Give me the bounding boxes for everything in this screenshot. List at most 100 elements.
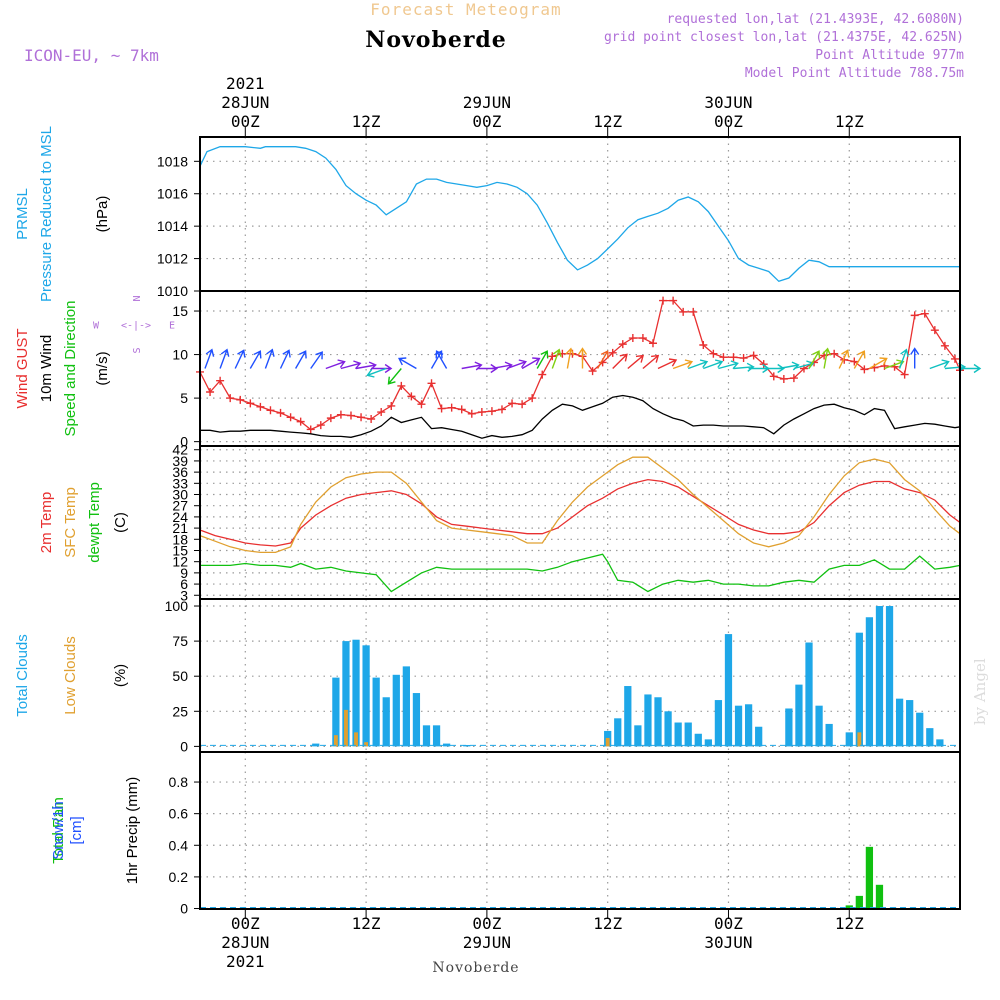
y-tick-label: 15 bbox=[172, 542, 188, 558]
panel-label: Pressure Reduced to MSL bbox=[38, 126, 55, 302]
y-tick-label: 1018 bbox=[157, 153, 188, 169]
gust-marker bbox=[830, 349, 839, 358]
compass-south: S bbox=[132, 347, 143, 353]
wind-direction-arrow bbox=[612, 353, 628, 369]
panel-label: Speed and Direction bbox=[62, 301, 79, 437]
panel-frame bbox=[199, 445, 961, 600]
panel-frame bbox=[199, 751, 961, 910]
gust-marker bbox=[628, 334, 637, 343]
y-tick-label: 33 bbox=[172, 475, 188, 491]
y-tick-label: 3 bbox=[180, 587, 188, 603]
time-label: 29JUN bbox=[463, 933, 511, 952]
gust-marker bbox=[518, 400, 527, 409]
watermark: by Angel bbox=[971, 658, 989, 725]
wind-direction-arrow bbox=[910, 347, 920, 369]
gust-marker bbox=[538, 370, 547, 379]
bar-total-clouds bbox=[724, 634, 733, 747]
wind-direction-arrow bbox=[398, 357, 417, 370]
series-line-dewpt-temp bbox=[200, 553, 961, 593]
bar-low-clouds bbox=[857, 732, 862, 747]
time-label: 00Z bbox=[472, 112, 501, 131]
compass-legend: N S W <-|-> E bbox=[93, 295, 175, 353]
bar-total-clouds bbox=[332, 677, 340, 747]
gust-marker bbox=[357, 413, 366, 422]
gust-marker bbox=[437, 404, 446, 413]
bar-total-clouds bbox=[402, 666, 410, 747]
y-tick-label: 1012 bbox=[157, 251, 188, 267]
y-tick-label: 75 bbox=[172, 633, 188, 649]
wind-direction-arrow bbox=[340, 360, 362, 370]
gust-marker bbox=[216, 376, 225, 385]
wind-direction-arrow bbox=[551, 348, 562, 369]
y-tick-label: 9 bbox=[180, 565, 188, 581]
bar-total-clouds bbox=[714, 700, 723, 747]
y-tick-label: 27 bbox=[172, 498, 188, 514]
y-tick-label: 21 bbox=[172, 520, 188, 536]
time-label: 00Z bbox=[472, 914, 501, 933]
time-label: 28JUN bbox=[221, 93, 269, 112]
panel-frame bbox=[199, 290, 961, 447]
gust-marker bbox=[900, 370, 909, 379]
bar-total-clouds bbox=[694, 733, 702, 747]
panel-label: Total Clouds bbox=[14, 634, 31, 717]
compass-north: N bbox=[132, 295, 143, 301]
bar-total-clouds bbox=[795, 684, 803, 747]
gust-marker bbox=[397, 381, 406, 390]
wind-direction-arrow bbox=[596, 350, 609, 369]
wind-panel: 0 5 10 15 Wind GUST 10m Wind Speed and Directi… bbox=[14, 290, 982, 450]
gust-marker bbox=[487, 407, 496, 416]
wind-direction-arrow bbox=[565, 347, 575, 369]
wind-direction-arrow bbox=[718, 360, 739, 370]
wind-direction-arrow bbox=[204, 348, 215, 369]
gridpoint-coords: grid point closest lon,lat (21.4375E, 42… bbox=[604, 30, 964, 45]
wind-direction-arrow bbox=[506, 359, 527, 370]
series-line-2m-temp bbox=[199, 478, 961, 547]
gust-marker bbox=[326, 414, 335, 423]
panel-label: PRMSL bbox=[14, 188, 31, 240]
wind-direction-arrow bbox=[279, 349, 291, 369]
bar-total-clouds bbox=[825, 723, 833, 747]
bar-total-clouds bbox=[362, 645, 370, 747]
time-label: 2021 bbox=[226, 952, 265, 971]
y-tick-label: 1010 bbox=[157, 283, 188, 299]
time-label: 12Z bbox=[352, 112, 381, 131]
gust-marker bbox=[850, 357, 859, 366]
gust-marker bbox=[528, 394, 537, 403]
clouds-panel: 0 25 50 75 100 Total Clouds Low Clouds (%) bbox=[14, 598, 961, 754]
y-tick-label: 0 bbox=[180, 901, 188, 917]
bar-low-clouds bbox=[344, 709, 348, 747]
bar-total-clouds bbox=[885, 606, 894, 747]
y-tick-label: 5 bbox=[180, 390, 188, 406]
panel-label: 10m Wind bbox=[38, 335, 55, 403]
model-point-altitude: Model Point Altitude 788.75m bbox=[745, 66, 964, 81]
gust-marker bbox=[648, 339, 657, 348]
gust-marker bbox=[659, 296, 668, 305]
panel-label: Low Clouds bbox=[62, 636, 79, 714]
bar-total-clouds bbox=[614, 718, 622, 747]
bar-total-clouds bbox=[926, 728, 934, 747]
wind-direction-arrow bbox=[536, 350, 549, 369]
compass-arrow: <-|-> bbox=[121, 321, 151, 332]
gust-marker bbox=[749, 351, 758, 360]
gust-marker bbox=[256, 402, 265, 411]
gust-marker bbox=[206, 388, 215, 397]
time-label: 00Z bbox=[231, 112, 260, 131]
series-line-sfc-temp bbox=[199, 456, 961, 554]
wind-direction-arrow bbox=[310, 351, 323, 369]
gust-marker bbox=[306, 425, 315, 434]
gust-marker bbox=[890, 362, 899, 371]
gust-marker bbox=[689, 307, 698, 316]
bar-total-clouds bbox=[342, 641, 350, 747]
wind-direction-arrow bbox=[672, 359, 694, 370]
bar-total-clouds bbox=[634, 725, 642, 747]
bar-total-clouds bbox=[654, 697, 662, 747]
wind-direction-arrow bbox=[387, 368, 402, 385]
pressure-panel: 1010 1012 1014 1016 1018 PRMSL Pressure Reduce… bbox=[14, 126, 961, 302]
bar-total-clouds bbox=[875, 606, 884, 747]
time-label: 12Z bbox=[593, 112, 622, 131]
time-label: 12Z bbox=[352, 914, 381, 933]
bar-low-clouds bbox=[354, 732, 358, 747]
header: Forecast Meteogram Novoberde ICON-EU, ~ … bbox=[24, 0, 964, 81]
